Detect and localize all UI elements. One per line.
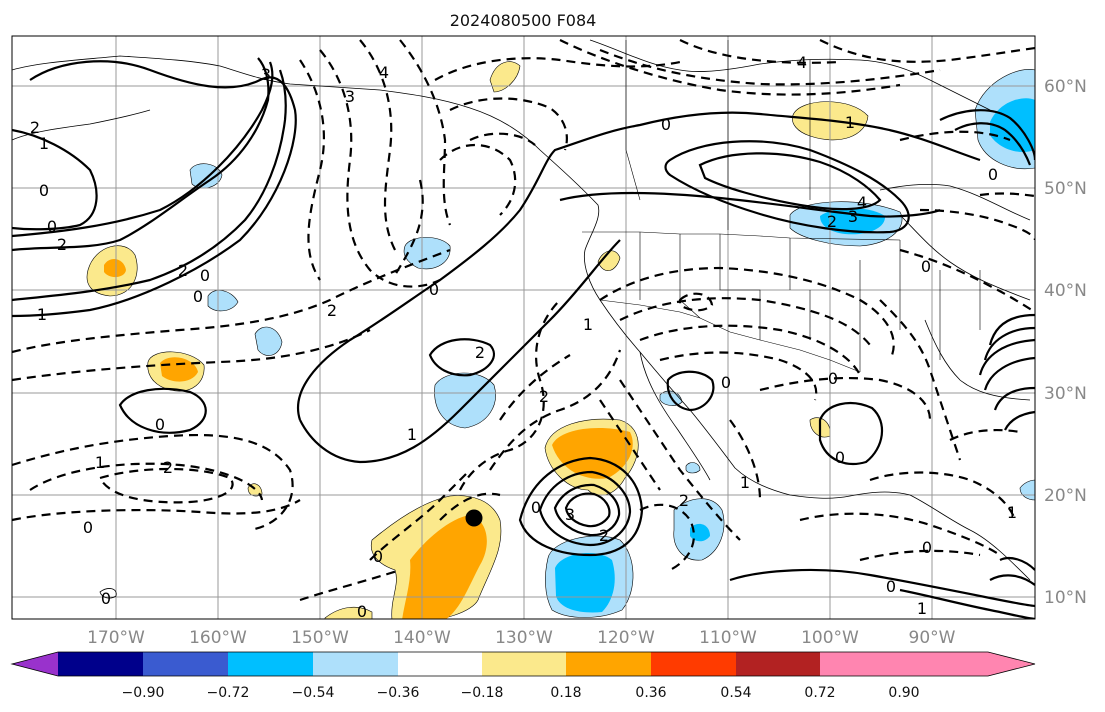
contour-label-4: 4 [797,53,807,72]
colorbar-tick-label: −0.72 [207,685,250,701]
colorbar-segment [58,652,143,676]
contour-label-0: 0 [39,181,49,200]
contour-label-0: 0 [531,498,541,517]
colorbar: −0.90 −0.72 −0.54 −0.36 −0.18 0.18 0.36 … [10,651,1036,701]
contour-label-2: 2 [827,212,837,231]
colorbar-tick-label: 0.54 [720,685,751,701]
lon-label: 140°W [393,628,451,648]
colorbar-segment [482,652,566,676]
lat-label: 50°N [1044,179,1087,199]
contour-label-2: 2 [475,343,485,362]
contour-label-2: 2 [679,491,689,510]
contour-label-0: 0 [101,589,111,608]
contour-label-0: 0 [922,538,932,557]
map-plot-area: 0 0 0 0 0 0 0 0 0 0 0 0 0 0 0 0 0 0 0 1 … [12,36,1035,621]
graticule [12,36,1035,619]
contour-label-3: 3 [261,65,271,84]
colorbar-tick-label: 0.72 [804,685,835,701]
contour-label-0: 0 [661,115,671,134]
colorbar-tick-label: 0.36 [635,685,666,701]
contour-label-2: 2 [178,261,188,280]
contour-label-1: 1 [407,425,417,444]
contour-label-0: 0 [721,373,731,392]
lat-label: 60°N [1044,77,1087,97]
lon-label: 150°W [291,628,349,648]
contour-label-2: 2 [163,458,173,477]
contour-label-0: 0 [988,165,998,184]
contour-label-0: 0 [828,369,838,388]
lon-label: 160°W [189,628,247,648]
longitude-axis: 170°W 160°W 150°W 140°W 130°W 120°W 110°… [87,628,956,648]
contour-label-0: 0 [373,547,383,566]
colorbar-min-extension [12,652,58,676]
colorbar-segment [651,652,736,676]
contour-label-0: 0 [200,266,210,285]
colorbar-segment [143,652,228,676]
lon-label: 110°W [699,628,757,648]
contour-label-2: 2 [539,387,549,406]
colorbar-segment [398,652,482,676]
lon-label: 170°W [87,628,145,648]
colorbar-segment [313,652,398,676]
lat-label: 40°N [1044,281,1087,301]
contour-label-1: 1 [95,453,105,472]
contour-label-1: 1 [39,134,49,153]
map-frame [11,35,1036,620]
contour-label-0: 0 [155,415,165,434]
shaded-fields [86,61,1035,619]
contour-label-0: 0 [429,280,439,299]
solid-contours [12,57,1035,619]
colorbar-segment [228,652,313,676]
contour-label-3: 3 [345,87,355,106]
colorbar-max-extension [904,652,1035,676]
contour-label-2: 2 [57,235,67,254]
colorbar-tick-label: −0.54 [292,685,335,701]
contour-label-2: 2 [327,301,337,320]
dashed-contours [12,39,1035,602]
contour-label-1: 1 [37,305,47,324]
colorbar-tick-label: −0.36 [377,685,420,701]
map-title: 2024080500 F084 [450,11,597,30]
contour-label-0: 0 [886,577,896,596]
contour-label-3: 3 [848,207,858,226]
colorbar-tick-label: 0.90 [888,685,919,701]
contour-label-3: 3 [565,505,575,524]
lat-label: 10°N [1044,588,1087,608]
lat-label: 30°N [1044,384,1087,404]
contour-label-2: 2 [599,526,609,545]
colorbar-tick-label: −0.18 [461,685,504,701]
contour-label-1: 1 [845,113,855,132]
contour-label-0: 0 [357,602,367,621]
coastlines [12,39,1031,599]
colorbar-segment [566,652,651,676]
colorbar-tick-label: −0.90 [122,685,165,701]
contour-label-0: 0 [47,217,57,236]
contour-label-2: 2 [30,118,40,137]
colorbar-segment [736,652,820,676]
contour-label-0: 0 [921,257,931,276]
contour-labels: 0 0 0 0 0 0 0 0 0 0 0 0 0 0 0 0 0 0 0 1 … [30,53,1017,621]
lon-label: 120°W [597,628,655,648]
lat-label: 20°N [1044,486,1087,506]
contour-label-4: 4 [857,193,867,212]
lon-label: 90°W [909,628,956,648]
contour-label-0: 0 [193,287,203,306]
latitude-axis: 60°N 50°N 40°N 30°N 20°N 10°N [1044,77,1087,608]
colorbar-segment [820,652,904,676]
colorbar-tick-label: 0.18 [550,685,581,701]
contour-label-4: 4 [379,63,389,82]
contour-label-1: 1 [583,315,593,334]
storm-center-marker [465,509,483,527]
contour-label-1: 1 [740,473,750,492]
contour-label-1: 1 [1007,503,1017,522]
contour-label-1: 1 [917,599,927,618]
lon-label: 100°W [801,628,859,648]
lon-label: 130°W [495,628,553,648]
contour-label-0: 0 [835,448,845,467]
contour-label-0: 0 [83,518,93,537]
